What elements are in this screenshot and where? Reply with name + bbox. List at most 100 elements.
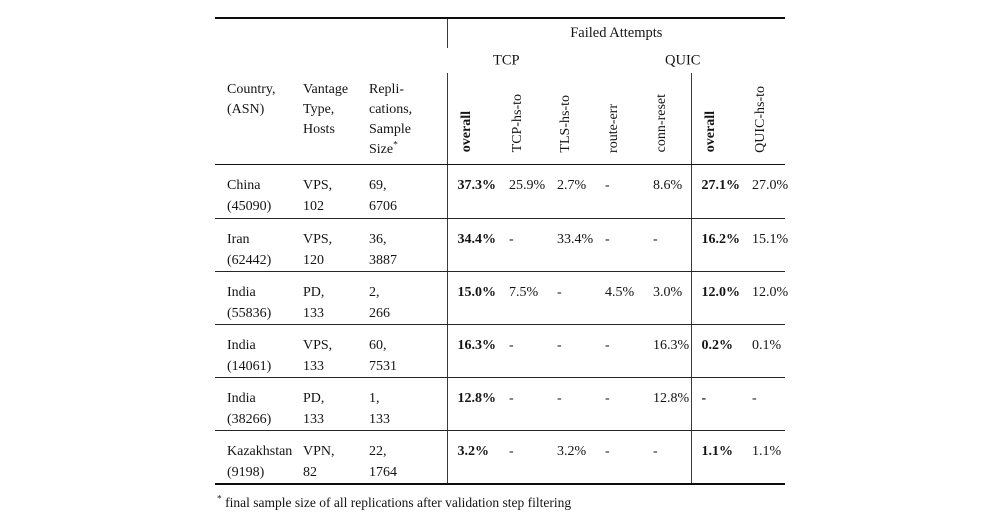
- route-err-value: -: [601, 324, 650, 378]
- tcp-group-label: TCP: [493, 52, 520, 68]
- replications-cell: 60, 7531: [366, 324, 448, 378]
- replications-cell: 22, 1764: [366, 430, 447, 484]
- country-cell: India (14061): [215, 324, 300, 378]
- tcp-overall-value: 37.3%: [446, 164, 506, 219]
- quic-overall-value: 1.1%: [690, 430, 749, 484]
- tcp-hs-to-value: -: [505, 324, 554, 378]
- asn: (14061): [227, 358, 272, 374]
- size-label: Size: [369, 142, 394, 157]
- sample-size: 6706: [369, 198, 397, 214]
- tls-hs-to-column-header: TLS-hs-to: [553, 73, 602, 165]
- country-name: India: [227, 337, 256, 353]
- replications-cell: 69, 6706: [366, 164, 448, 219]
- vantage-cell: VPS, 120: [300, 218, 366, 272]
- table-row: India (38266) PD, 133 1, 133 12.8% - - -…: [215, 377, 786, 431]
- replications: 1,: [369, 390, 380, 406]
- tls-hs-to-value: 3.2%: [557, 443, 587, 459]
- sample-size: 133: [369, 411, 390, 427]
- conn-reset-column-header: conn-reset: [649, 73, 692, 165]
- asn: (55836): [227, 305, 272, 321]
- country-name: Iran: [227, 231, 250, 247]
- hosts: 133: [303, 305, 324, 321]
- vantage-cell: VPS, 102: [300, 164, 366, 219]
- quic-hs-to-value: 15.1%: [748, 218, 788, 272]
- route-err-value: 4.5%: [601, 271, 650, 325]
- vantage-header-line: Vantage: [303, 82, 349, 97]
- rotated-header-label: QUIC-hs-to: [753, 85, 769, 153]
- country-cell: India (38266): [215, 377, 300, 431]
- hosts: 120: [303, 252, 324, 268]
- vantage-type: VPN,: [303, 443, 335, 459]
- footnote-text: final sample size of all replications af…: [221, 494, 572, 510]
- asn: (45090): [227, 198, 272, 214]
- vantage-header-line: Hosts: [303, 122, 335, 137]
- quic-overall-value: 12.0%: [690, 271, 749, 325]
- conn-reset-value: -: [653, 443, 658, 459]
- vantage-type: VPS,: [303, 231, 333, 247]
- asn: (38266): [227, 411, 272, 427]
- column-header-row: Country, (ASN) Vantage Type, Hosts Repli…: [215, 73, 786, 165]
- replications-cell: 2, 266: [366, 271, 448, 325]
- country-header-line: (ASN): [227, 102, 265, 117]
- footnote-marker: *: [393, 140, 398, 151]
- conn-reset-value: -: [649, 218, 692, 272]
- replications-cell: 36, 3887: [366, 218, 448, 272]
- quic-hs-to-value: 1.1%: [752, 443, 782, 459]
- header-group-row: Failed Attempts: [215, 18, 786, 48]
- asn: (9198): [227, 464, 265, 480]
- country-column-header: Country, (ASN): [215, 73, 300, 165]
- route-err-column-header: route-err: [601, 73, 650, 165]
- table-row: Kazakhstan (9198) VPN, 82 22, 1764 3.2% …: [215, 430, 785, 484]
- rotated-header-label: overall: [702, 111, 718, 153]
- protocol-group-row: TCP QUIC: [215, 48, 785, 73]
- rotated-header-label: overall: [458, 111, 474, 153]
- quic-overall-value: 16.2%: [690, 218, 749, 272]
- table-footnote: * final sample size of all replications …: [217, 494, 787, 511]
- vantage-header-line: Type,: [303, 102, 335, 117]
- tcp-overall-value: 15.0%: [446, 271, 506, 325]
- quic-hs-to-value: 27.0%: [748, 164, 788, 219]
- footnote-marker: *: [217, 494, 222, 504]
- hosts: 133: [303, 411, 324, 427]
- quic-overall-value: 0.2%: [690, 324, 749, 378]
- tcp-hs-to-value: -: [505, 218, 554, 272]
- quic-overall-column-header: overall: [690, 73, 749, 165]
- tcp-hs-to-column-header: TCP-hs-to: [505, 73, 554, 165]
- vantage-type: PD,: [303, 284, 325, 300]
- vantage-cell: PD, 133: [300, 271, 366, 325]
- conn-reset-value: 8.6%: [649, 164, 692, 219]
- country-cell: China (45090): [215, 164, 300, 219]
- route-err-value: -: [605, 443, 610, 459]
- quic-hs-to-value: 0.1%: [748, 324, 786, 378]
- failed-attempts-table: Failed Attempts TCP QUIC Country, (ASN) …: [215, 17, 788, 485]
- rotated-header-label: TCP-hs-to: [510, 94, 526, 153]
- rotated-header-label: conn-reset: [654, 94, 670, 153]
- sample-size: 1764: [369, 464, 397, 480]
- repl-header-line: Sample: [369, 122, 411, 137]
- vantage-type: VPS,: [303, 337, 333, 353]
- tcp-hs-to-value: 7.5%: [505, 271, 554, 325]
- country-name: China: [227, 177, 261, 193]
- vantage-type: PD,: [303, 390, 325, 406]
- replications: 2,: [369, 284, 380, 300]
- route-err-value: -: [601, 164, 650, 219]
- header-spacer: [215, 48, 447, 73]
- vantage-cell: PD, 133: [300, 377, 366, 431]
- quic-hs-to-column-header: QUIC-hs-to: [748, 73, 786, 165]
- tls-hs-to-value: 2.7%: [553, 164, 602, 219]
- quic-overall-value: 27.1%: [690, 164, 749, 219]
- results-table-wrap: Failed Attempts TCP QUIC Country, (ASN) …: [215, 17, 788, 511]
- country-name: India: [227, 284, 256, 300]
- replications: 69,: [369, 177, 387, 193]
- vantage-cell: VPS, 133: [300, 324, 366, 378]
- sample-size: 266: [369, 305, 390, 321]
- vantage-cell: VPN, 82: [300, 430, 366, 484]
- country-cell: Iran (62442): [215, 218, 300, 272]
- replications: 22,: [369, 443, 387, 459]
- tcp-hs-to-value: -: [505, 377, 554, 431]
- asn: (62442): [227, 252, 272, 268]
- tls-hs-to-value: -: [553, 324, 602, 378]
- conn-reset-value: 3.0%: [649, 271, 692, 325]
- repl-header-line: Repli-: [369, 82, 404, 97]
